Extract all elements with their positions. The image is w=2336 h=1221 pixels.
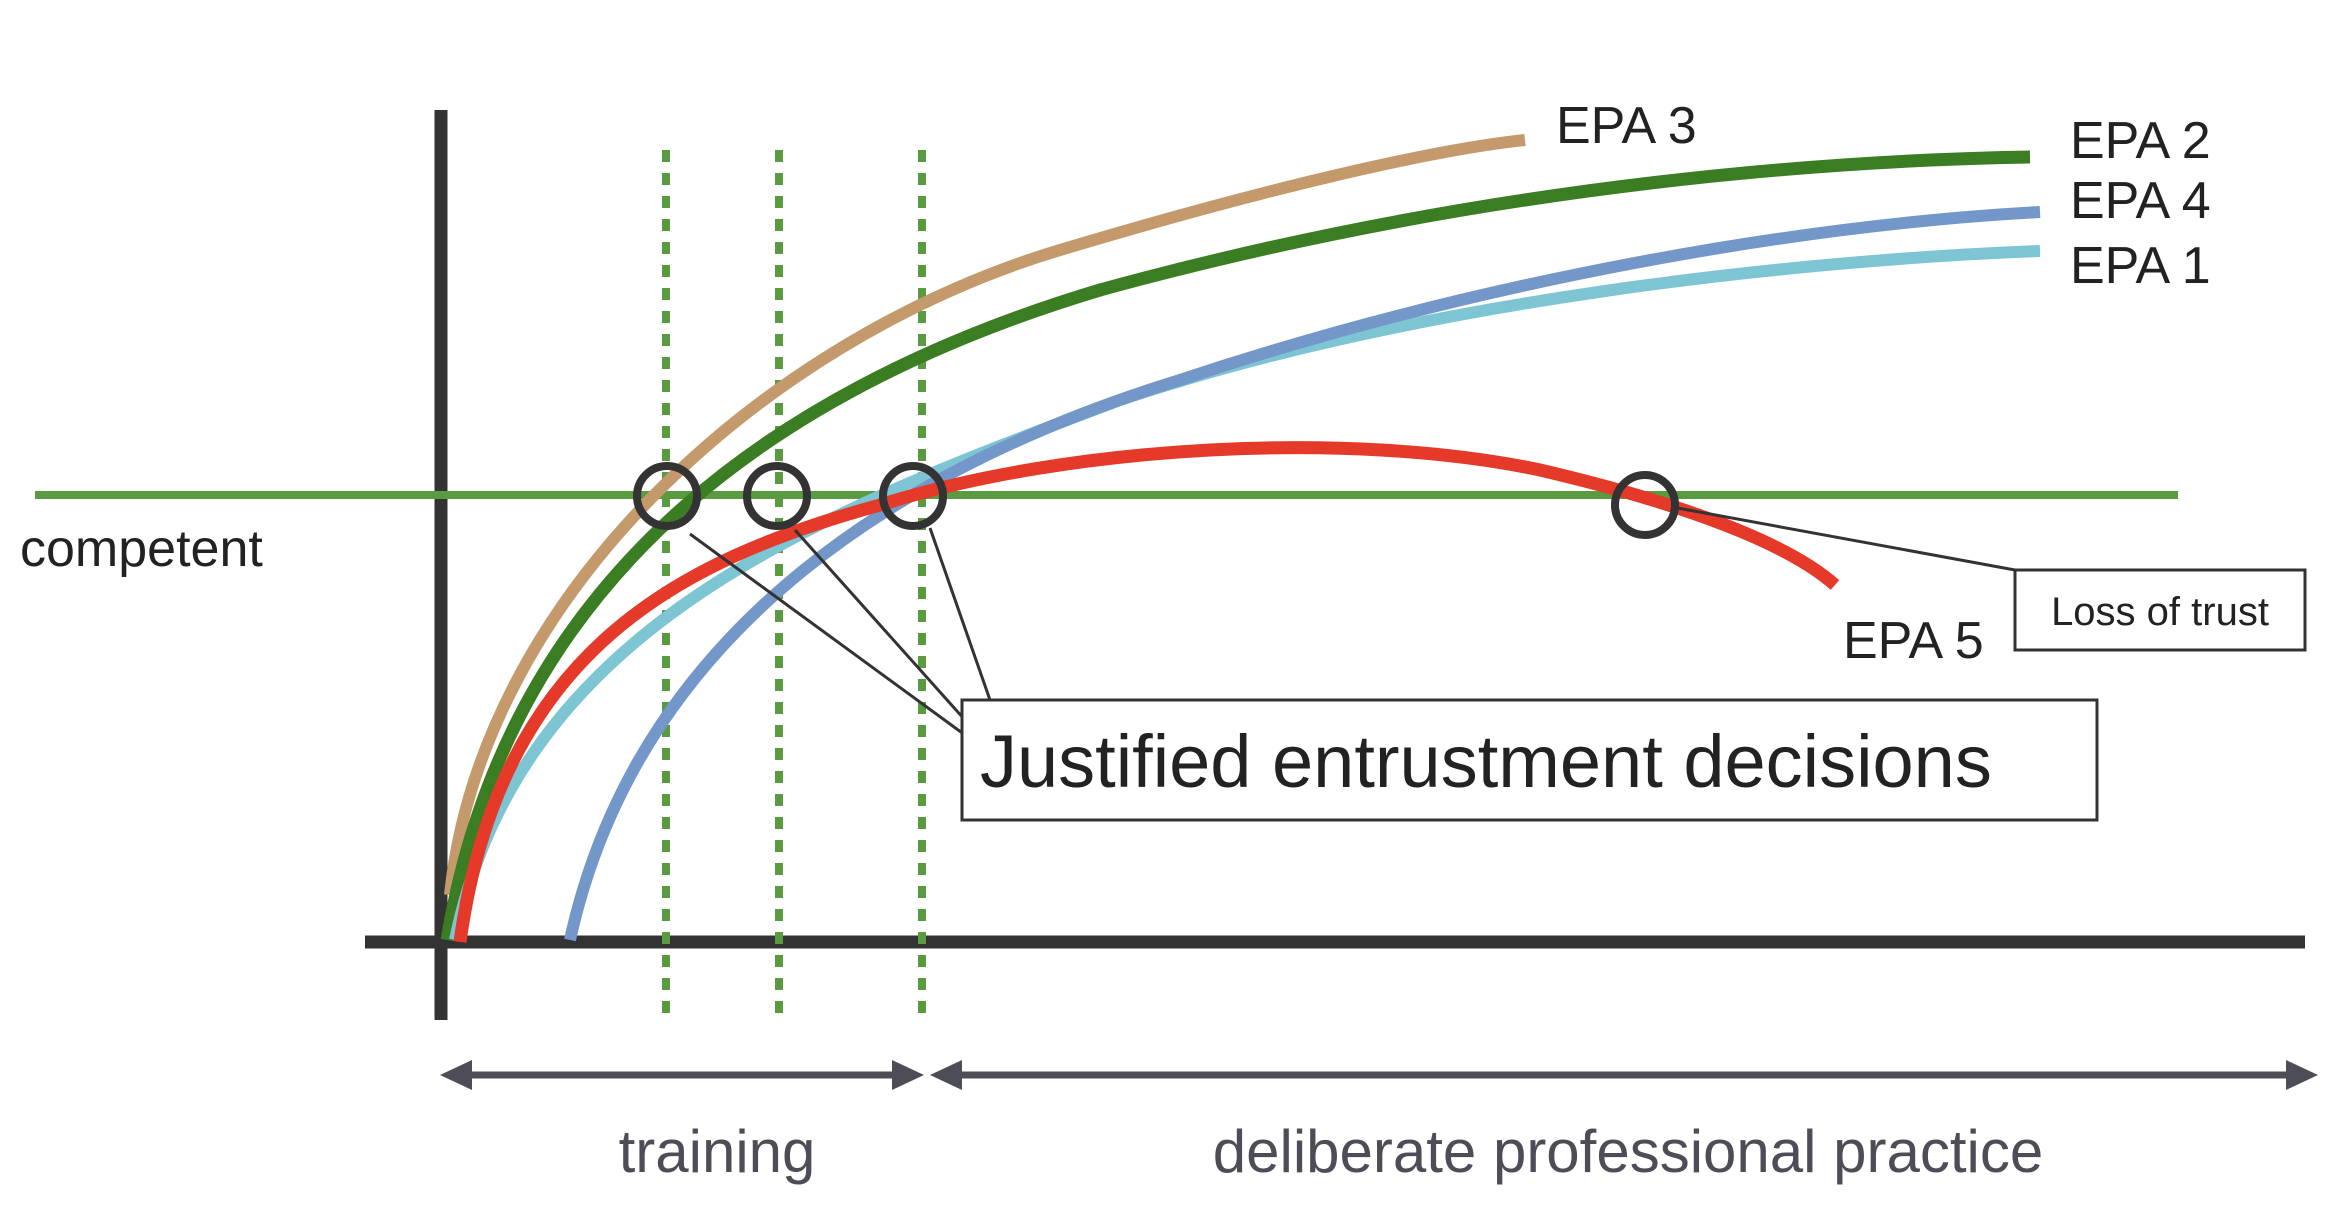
loss-label: Loss of trust xyxy=(2051,590,2269,634)
label-epa4: EPA 4 xyxy=(2070,172,2211,230)
label-epa1: EPA 1 xyxy=(2070,237,2211,295)
decision-circle-1 xyxy=(633,462,701,530)
loss-leader-line xyxy=(1671,505,2016,572)
training-label: training xyxy=(619,1118,816,1185)
practice-arrow xyxy=(930,1060,2318,1090)
justified-box xyxy=(960,698,2099,822)
label-epa2: EPA 2 xyxy=(2070,112,2211,170)
curve-epa4 xyxy=(564,206,2041,942)
competent-label: competent xyxy=(20,520,263,578)
leader-line-2 xyxy=(793,528,967,722)
curve-epa3 xyxy=(444,134,1526,896)
loss-of-trust-circle xyxy=(1611,471,1679,539)
decision-circle-2 xyxy=(743,462,811,530)
label-epa5: EPA 5 xyxy=(1843,612,1984,670)
leader-line-1 xyxy=(689,532,966,737)
decision-circle-3 xyxy=(879,462,947,530)
training-arrow xyxy=(440,1060,924,1090)
curve-epa2 xyxy=(440,150,2031,942)
justified-label: Justified entrustment decisions xyxy=(980,720,1992,803)
label-epa3: EPA 3 xyxy=(1556,97,1697,155)
loss-box xyxy=(2013,568,2307,652)
leader-line-3 xyxy=(928,527,992,701)
practice-label: deliberate professional practice xyxy=(1213,1118,2043,1185)
